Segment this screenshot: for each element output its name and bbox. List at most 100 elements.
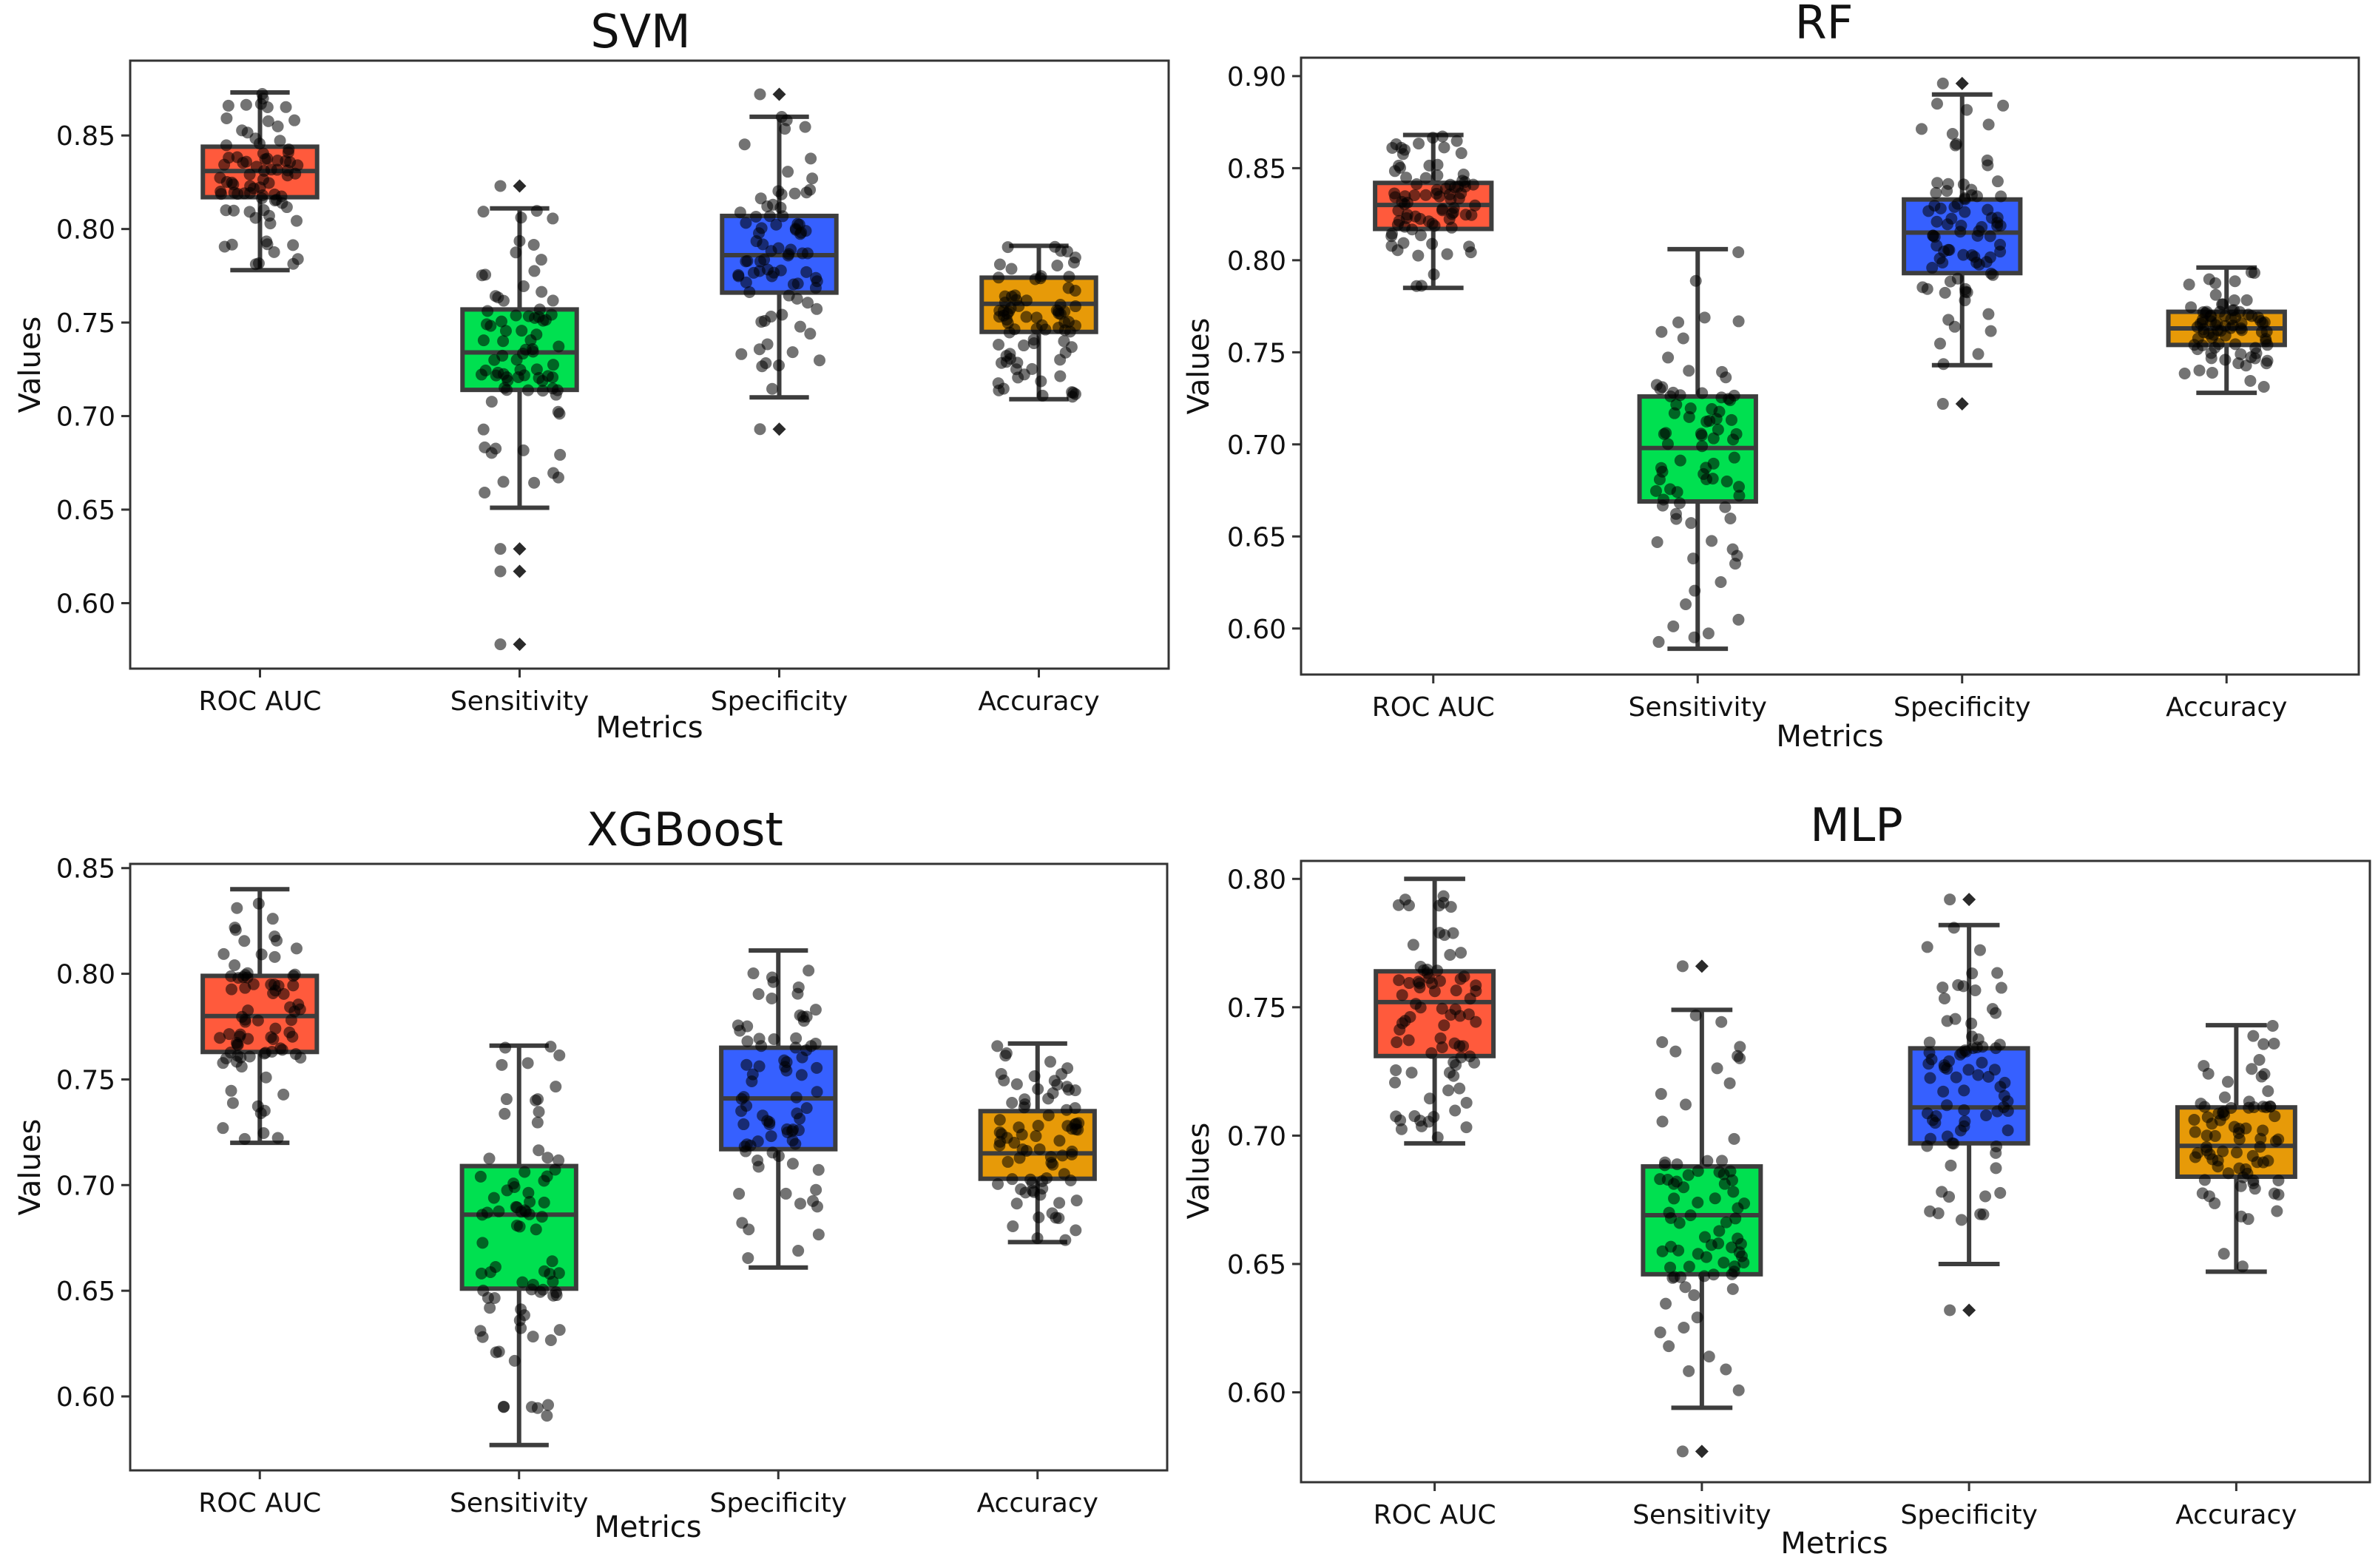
x-axis: ROC AUC Sensitivity Specificity Accuracy: [1374, 1482, 2297, 1530]
sample-point: [1449, 1003, 1462, 1016]
sample-point: [1064, 1175, 1077, 1187]
sample-point: [2183, 278, 2195, 291]
sample-point: [547, 382, 559, 395]
sample-point: [1024, 1173, 1037, 1186]
sample-point: [510, 246, 522, 259]
sample-point: [1031, 1232, 1044, 1245]
sample-point: [541, 1410, 553, 1422]
sample-point: [1035, 375, 1047, 388]
sample-point: [2260, 335, 2272, 348]
sample-point: [1994, 238, 2007, 251]
sample-point: [2221, 1075, 2234, 1088]
sample-point: [552, 471, 564, 484]
sample-point: [510, 354, 523, 366]
sample-point: [802, 297, 814, 309]
outlier-point: [494, 180, 507, 192]
sample-point: [1915, 123, 1928, 135]
sample-point: [2209, 288, 2222, 301]
sample-point: [1437, 890, 1450, 902]
sample-point: [791, 1107, 803, 1120]
sample-point: [1042, 1109, 1055, 1122]
sample-point: [758, 314, 771, 327]
sample-point: [1393, 974, 1405, 987]
sample-point: [1961, 104, 1973, 116]
sample-point: [765, 1130, 777, 1143]
sample-point: [1670, 399, 1683, 411]
sample-point: [1431, 1131, 1444, 1143]
sample-point: [517, 280, 530, 292]
sample-point: [496, 1058, 508, 1071]
sample-point: [280, 201, 293, 214]
x-axis-label: Metrics: [594, 1510, 701, 1544]
sample-point: [1717, 1257, 1730, 1269]
sample-point: [516, 325, 528, 337]
sample-point: [225, 1084, 237, 1097]
x-tick-label-sensitivity: Sensitivity: [1632, 1500, 1771, 1530]
sample-point: [1053, 1197, 1066, 1209]
sample-point: [1692, 1165, 1704, 1177]
sample-point: [1724, 512, 1737, 524]
sample-point: [271, 163, 283, 176]
sample-point: [1997, 99, 2010, 112]
sample-point: [2194, 317, 2206, 330]
sample-point: [287, 239, 300, 251]
panel-rf: RF 0.60 0.65 0.70 0.75 0.80 0.85 0.90 ROC AUC S…: [1182, 0, 2360, 754]
sample-point: [1655, 1088, 1667, 1101]
sample-point: [530, 1223, 542, 1236]
sample-point: [1706, 535, 1718, 547]
sample-point: [761, 263, 774, 276]
sample-point: [1421, 967, 1433, 979]
sample-point: [515, 212, 527, 224]
sample-point: [2217, 1145, 2229, 1158]
sample-point: [1941, 185, 1953, 197]
sample-point: [1460, 1121, 1473, 1134]
sample-point: [528, 476, 541, 489]
sample-point: [536, 375, 549, 388]
sample-point: [269, 1022, 282, 1035]
sample-point: [2272, 1133, 2285, 1146]
sample-point: [2195, 1098, 2207, 1110]
sample-point: [1949, 139, 1962, 152]
sample-point: [1658, 428, 1670, 440]
y-tick-label: 0.80: [1227, 246, 1286, 277]
sample-point: [1932, 1207, 1945, 1220]
sample-point: [1462, 1008, 1475, 1021]
sample-point: [2188, 1113, 2200, 1126]
sample-point: [1700, 462, 1712, 474]
sample-point: [498, 1400, 510, 1413]
sample-point: [1654, 1173, 1666, 1186]
sample-point: [1465, 209, 1478, 221]
sample-point: [1726, 1283, 1739, 1295]
sample-point: [1001, 317, 1014, 329]
sample-point: [1936, 981, 1949, 994]
sample-point: [483, 1152, 496, 1165]
sample-point: [1058, 316, 1071, 328]
sample-point: [1444, 949, 1456, 962]
sample-point: [1728, 451, 1740, 464]
sample-point: [1727, 1186, 1740, 1198]
sample-point: [1734, 1052, 1746, 1064]
sample-point: [1716, 1155, 1729, 1167]
sample-point: [1419, 172, 1432, 184]
sample-point: [220, 112, 233, 124]
sample-point: [553, 1324, 566, 1336]
sample-point: [522, 310, 535, 322]
sample-point: [1715, 576, 1727, 589]
sample-point: [253, 138, 266, 150]
sample-point: [1044, 1055, 1057, 1068]
sample-point: [1408, 1110, 1421, 1123]
sample-point: [732, 268, 745, 281]
sample-point: [1028, 1070, 1041, 1083]
sample-point: [767, 198, 780, 211]
sample-point: [1671, 1158, 1683, 1171]
sample-point: [1455, 147, 1467, 160]
sample-point: [288, 114, 301, 126]
y-tick-label: 0.60: [1227, 1379, 1286, 1409]
sample-point: [222, 99, 234, 112]
sample-point: [1005, 263, 1018, 275]
sample-point: [796, 1051, 808, 1064]
sample-point: [2212, 1155, 2224, 1167]
sample-point: [811, 1086, 823, 1098]
x-axis-label: Metrics: [595, 711, 703, 745]
